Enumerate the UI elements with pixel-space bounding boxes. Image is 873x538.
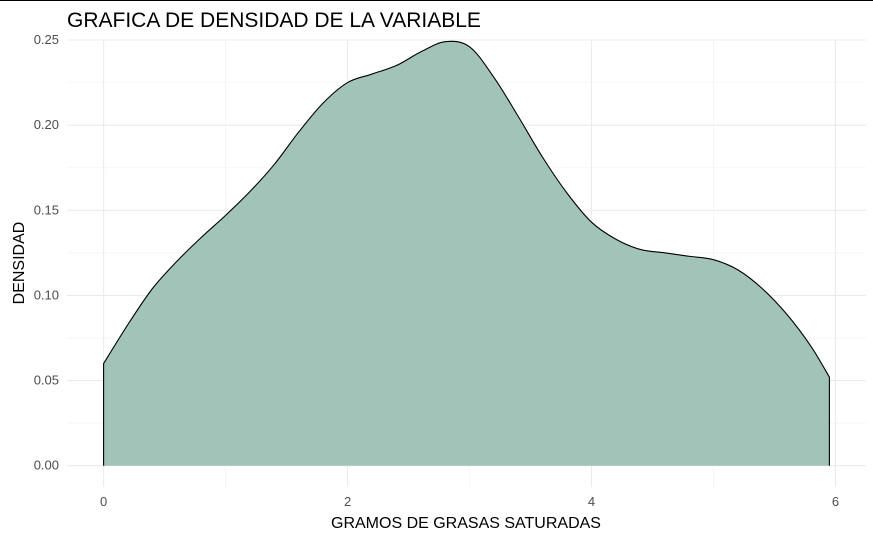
chart-title: GRAFICA DE DENSIDAD DE LA VARIABLE [67, 9, 481, 32]
density-area [103, 41, 830, 466]
y-axis: 0.00 0.05 0.10 0.15 0.20 0.25 [34, 32, 59, 473]
y-tick-label: 0.00 [34, 458, 59, 473]
y-tick-label: 0.05 [34, 373, 59, 388]
x-tick-label: 2 [344, 494, 351, 509]
y-axis-title: DENSIDAD [11, 222, 28, 305]
plot-area [103, 40, 830, 466]
x-tick-label: 6 [832, 494, 839, 509]
x-axis-title: GRAMOS DE GRASAS SATURADAS [331, 515, 601, 532]
y-tick-label: 0.10 [34, 287, 59, 302]
x-tick-label: 4 [588, 494, 595, 509]
x-tick-label: 0 [100, 494, 107, 509]
y-tick-label: 0.15 [34, 202, 59, 217]
y-tick-label: 0.25 [34, 32, 59, 47]
top-border [0, 0, 873, 1]
y-tick-label: 0.20 [34, 117, 59, 132]
x-axis: 0 2 4 6 [100, 494, 839, 509]
density-line [103, 40, 830, 466]
